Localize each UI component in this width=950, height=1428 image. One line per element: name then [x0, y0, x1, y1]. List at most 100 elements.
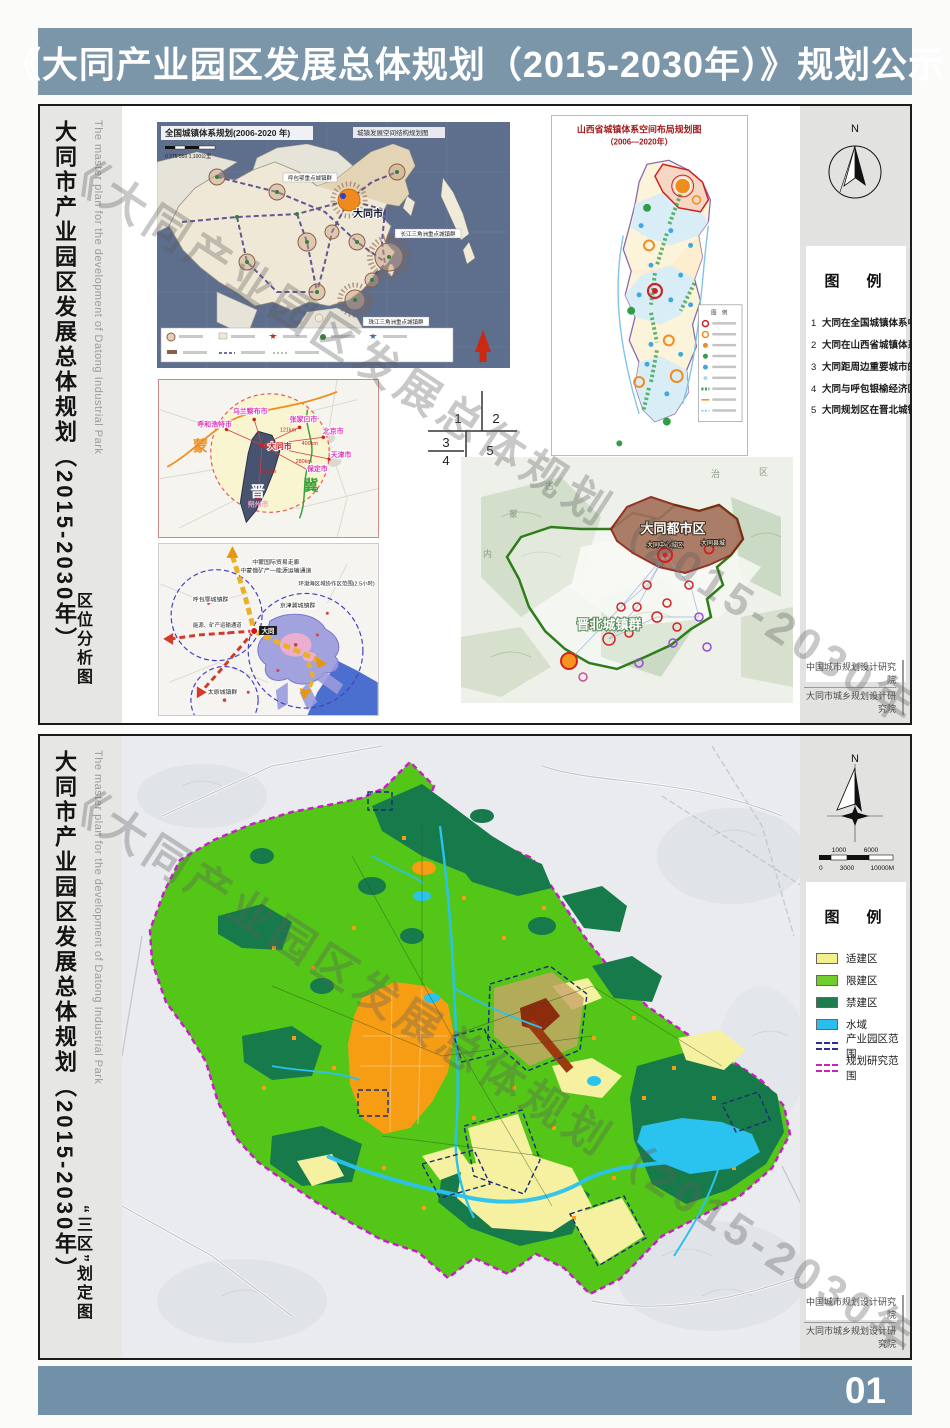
legend-item-no: 3 [811, 361, 817, 373]
char-nei: 内 [483, 548, 492, 559]
datong-label: 大同市 [268, 441, 292, 451]
label-trade2: 中蒙俄矿产—能源运输通道 [240, 567, 311, 575]
legend-item-no: 1 [811, 318, 817, 329]
water-features [271, 825, 760, 1257]
char-qu: 区 [759, 467, 768, 477]
credit-line1: 中国城市规划设计研究院 [804, 1295, 896, 1323]
legend-item-park-boundary: 产业园区范围 [816, 1033, 906, 1060]
plan-title-en: The master plan for the development of D… [92, 750, 104, 1085]
panel2-left-sidebar: 大同市产业园区发展总体规划（2015-2030年） The master pla… [40, 736, 122, 1358]
datong-label: 大同 [262, 626, 275, 635]
legend-title: 图 例 [824, 273, 888, 290]
map-shanxi-urban-system: 山西省城镇体系空间布局规划图 （2006—2020年） [551, 115, 748, 456]
datong-marker: 大同市 [330, 181, 384, 221]
swatch-forbidden [816, 996, 838, 1008]
red-corridor [163, 629, 256, 699]
dist-280: 280km [296, 459, 313, 465]
key-diagram-svg: 1 2 3 4 5 [420, 383, 525, 468]
map-three-zones [122, 736, 802, 1358]
compass-rose: N 1000 6000 0 3000 10000M [800, 750, 910, 883]
dist-150: 150km [260, 469, 277, 475]
datong-dot [250, 627, 259, 635]
metro-label: 大同都市区 [640, 521, 705, 536]
panel2-legend: 图 例 适建区 限建区 禁建区 水域 产业园区范围 规划研究范围 [806, 882, 906, 1320]
plan-title-cn: 大同市产业园区发展总体规划（2015-2030年） [52, 120, 77, 653]
panel1-legend: 图 例 1 大同在全国城镇体系中的区位 2 大同在山西省城镇体系中的区位 3 大同距周… [806, 246, 910, 682]
map-national-urban-system: 大同市 呼包鄂重点城镇群 长江三角洲重点城镇群 珠江三角洲重点城镇群 全国城镇体… [157, 122, 510, 368]
legend-item-label: 大同规划区在晋北城镇群中的区位 [822, 405, 910, 417]
china-map-title: 全国城镇体系规划(2006-2020 年) [164, 128, 290, 138]
panel2-credits: 中国城市规划设计研究院 大同市城乡规划设计研究院 [804, 1295, 904, 1350]
callouts: 呼包鄂重点城镇群 长江三角洲重点城镇群 珠江三角洲重点城镇群 [282, 172, 462, 327]
credit-line2: 大同市城乡规划设计研究院 [805, 691, 896, 714]
distance-lines [226, 419, 330, 499]
legend-item-label: 禁建区 [846, 996, 878, 1009]
city-cluster-symbols [208, 163, 411, 318]
legend-item-no: 4 [811, 383, 817, 395]
datong-label-bg [259, 626, 277, 635]
label-ji: 冀 [304, 477, 319, 495]
industrial-park-boundaries [357, 791, 771, 1267]
label-jin: 晋 [250, 484, 265, 501]
small-city-dots [207, 601, 329, 702]
city-labels: 乌兰察布市 呼和浩特市 张家口市 北京市 天津市 保定市 朔州市 [196, 406, 352, 509]
link-lines [568, 554, 700, 662]
char-meng: 蒙 [509, 508, 518, 519]
datong-city-label: 大同市 [353, 207, 383, 220]
legend-item-suitable: 适建区 [816, 947, 906, 969]
panel2-map-label: “三区”划定图 [74, 1205, 91, 1322]
compass-n-label: N [851, 123, 859, 135]
page-number: 01 [844, 1369, 886, 1411]
label-hubaoe: 呼包鄂城镇群 [193, 595, 229, 603]
village-dots [262, 836, 736, 1220]
legend-item-research-boundary: 规划研究范围 [816, 1055, 906, 1082]
label-energy: 能源、矿产运输通道 [193, 621, 242, 629]
urban-area [348, 861, 454, 1134]
plan-title-cn: 大同市产业园区发展总体规划（2015-2030年） [52, 750, 77, 1283]
callout-hubaoe: 呼包鄂重点城镇群 [288, 174, 333, 182]
outside-terrain [137, 764, 802, 1343]
legend-item-label: 规划研究范围 [846, 1055, 899, 1082]
legend-item-label: 限建区 [846, 974, 878, 987]
label-bohai: 环渤海区域协作区范围(2.5小时) [299, 580, 375, 588]
swatch-restricted [816, 974, 838, 986]
bg-province-chars: 内 蒙 古 治 区 [483, 467, 768, 559]
china-scale-text: 0 275 550 1,100公里 [165, 154, 211, 160]
legend-item-label: 适建区 [846, 952, 878, 965]
legend-title: 图 例 [824, 909, 888, 926]
legend-item-label: 大同在山西省城镇体系中的区位 [822, 339, 910, 351]
panel1-left-sidebar: 大同市产业园区发展总体规划（2015-2030年） The master pla… [40, 106, 122, 723]
key-n4: 4 [442, 453, 449, 468]
char-gu: 古 [545, 480, 554, 491]
scale-0: 0 [819, 865, 823, 872]
scale-bar: 1000 6000 0 3000 10000M [819, 847, 894, 872]
footer-bar: 01 [38, 1366, 912, 1415]
inner-roads [271, 826, 723, 1207]
jinbei-map-svg: 内 蒙 古 治 区 [461, 457, 793, 703]
map-key-diagram: 1 2 3 4 5 [420, 383, 525, 468]
city-baoding: 保定市 [306, 464, 328, 473]
hebei-border [298, 409, 313, 519]
label-jingjinji: 京津冀城镇群 [280, 601, 316, 609]
legend-item-restricted: 限建区 [816, 969, 906, 991]
map-transport-corridors: 大同 中蒙国际贸易走廊 中蒙俄矿产—能源运输通道 呼包鄂城镇群 京津冀城镇群 环… [158, 543, 379, 716]
panel1-map-label: 区位分析图 [74, 592, 91, 687]
city-huhehaote: 呼和浩特市 [197, 419, 232, 428]
distance-labels: 121km 400km 280km 150km [260, 427, 318, 474]
center-city-label: 大同中心城区 [647, 541, 683, 549]
china-legend-strip [160, 327, 454, 363]
city-symbols [616, 174, 702, 447]
key-n5: 5 [486, 443, 493, 458]
scale-1000: 1000 [832, 847, 847, 854]
china-map-subtitle: 城镇发展空间结构规划图 [357, 128, 429, 137]
scale-bar: 0 275 550 1,100公里 [165, 145, 216, 160]
land-shapes [157, 143, 476, 339]
credit-line2: 大同市城乡规划设计研究院 [805, 1326, 896, 1349]
char-zhi: 治 [711, 468, 720, 479]
key-numbers: 1 2 3 4 5 [442, 411, 499, 468]
plan-title-en: The master plan for the development of D… [92, 120, 104, 455]
outside-roads [122, 744, 802, 1317]
shanxi-map-svg: 山西省城镇体系空间布局规划图 （2006—2020年） [552, 116, 747, 455]
dist-121: 121km [280, 427, 297, 433]
legend-item: 4 大同与呼包银榆经济区的关系 [811, 379, 910, 401]
